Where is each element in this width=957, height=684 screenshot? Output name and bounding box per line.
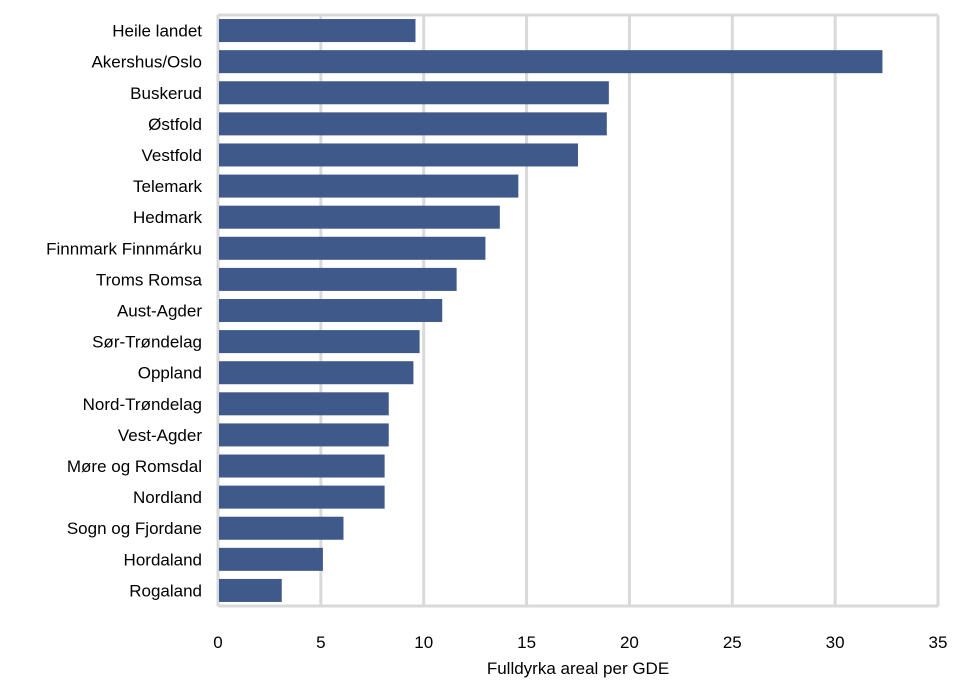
- bar-9: [219, 298, 443, 323]
- x-tick-label: 35: [929, 633, 948, 652]
- bar-0: [219, 19, 416, 43]
- category-label: Sør-Trøndelag: [92, 333, 202, 352]
- bar-4: [219, 143, 578, 167]
- x-tick-label: 30: [826, 633, 845, 652]
- category-label: Finnmark Finnmárku: [46, 239, 202, 258]
- category-label: Buskerud: [130, 84, 202, 103]
- bar-1: [219, 50, 883, 74]
- bar-7: [219, 236, 486, 260]
- x-tick-label: 5: [316, 633, 325, 652]
- bar-17: [219, 547, 323, 571]
- x-tick-label: 25: [723, 633, 742, 652]
- category-label: Møre og Romsdal: [67, 457, 202, 476]
- x-tick-label: 20: [620, 633, 639, 652]
- category-label: Hedmark: [133, 208, 202, 227]
- category-label: Vestfold: [142, 146, 203, 165]
- x-tick-labels: 0 5 10 15 20 25 30 35: [213, 633, 947, 652]
- category-label: Heile landet: [112, 22, 202, 41]
- category-label: Østfold: [148, 115, 202, 134]
- category-label: Vest-Agder: [118, 426, 202, 445]
- bars: [219, 19, 883, 602]
- bar-10: [219, 330, 420, 354]
- bar-18: [219, 578, 282, 602]
- x-axis-title: Fulldyrka areal per GDE: [487, 659, 669, 678]
- x-tick-label: 10: [414, 633, 433, 652]
- bar-13: [219, 423, 389, 447]
- category-label: Nordland: [133, 488, 202, 507]
- category-label: Sogn og Fjordane: [67, 519, 202, 538]
- x-tick-label: 15: [517, 633, 536, 652]
- bar-6: [219, 205, 500, 229]
- category-label: Hordaland: [124, 550, 202, 569]
- category-labels: Heile landet Akershus/Oslo Buskerud Østfold…: [46, 22, 202, 601]
- category-label: Telemark: [133, 177, 202, 196]
- bar-12: [219, 392, 389, 416]
- bar-15: [219, 485, 385, 509]
- bar-5: [219, 174, 519, 198]
- bar-8: [219, 267, 457, 291]
- bar-16: [219, 516, 344, 540]
- category-label: Oppland: [138, 364, 202, 383]
- bar-2: [219, 81, 609, 105]
- bar-14: [219, 454, 385, 478]
- category-label: Rogaland: [129, 581, 202, 600]
- bar-11: [219, 361, 414, 385]
- category-label: Akershus/Oslo: [91, 53, 202, 72]
- category-label: Aust-Agder: [117, 302, 202, 321]
- category-label: Nord-Trøndelag: [83, 395, 202, 414]
- x-tick-label: 0: [213, 633, 222, 652]
- bar-3: [219, 112, 607, 136]
- category-label: Troms Romsa: [96, 270, 203, 289]
